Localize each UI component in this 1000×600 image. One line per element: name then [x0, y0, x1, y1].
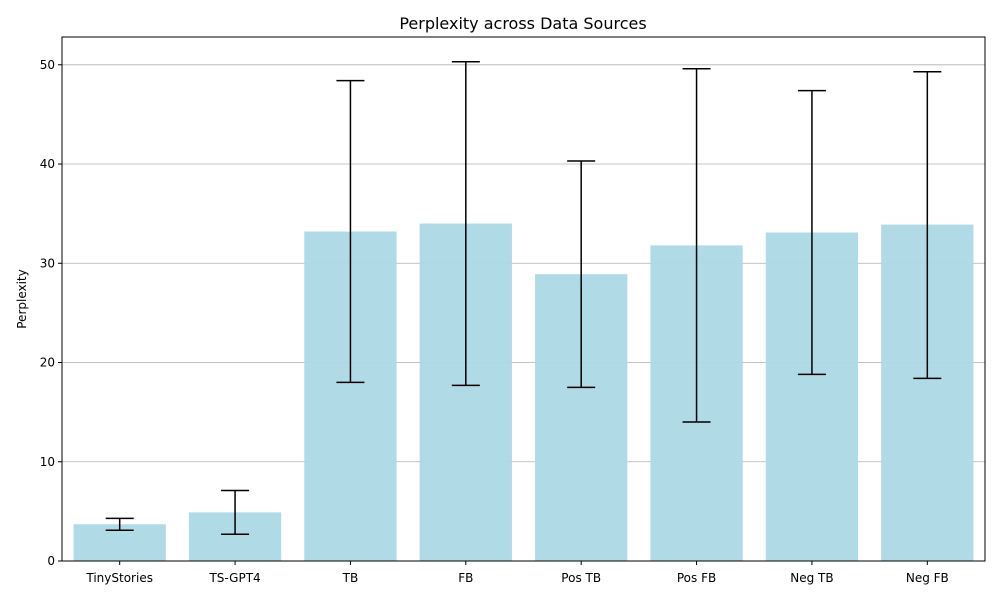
chart-title: Perplexity across Data Sources: [399, 14, 646, 33]
x-tick-label: Pos TB: [561, 571, 601, 585]
x-tick-label: TB: [342, 571, 359, 585]
y-tick-label: 10: [40, 455, 55, 469]
x-tick-label: TinyStories: [85, 571, 153, 585]
y-tick-label: 0: [47, 554, 55, 568]
x-tick-label: Neg FB: [906, 571, 949, 585]
y-axis: 0 10 20 30 40 50: [40, 58, 62, 568]
y-tick-label: 30: [40, 256, 55, 270]
y-axis-title: Perplexity: [15, 269, 29, 329]
y-tick-label: 40: [40, 157, 55, 171]
x-tick-label: Neg TB: [790, 571, 833, 585]
x-tick-label: Pos FB: [677, 571, 716, 585]
y-tick-label: 50: [40, 58, 55, 72]
y-tick-label: 20: [40, 356, 55, 370]
bars: [73, 223, 974, 562]
x-tick-label: TS-GPT4: [208, 571, 260, 585]
x-axis: TinyStories TS-GPT4 TB FB Pos TB Pos FB Neg TB…: [85, 561, 949, 585]
plot-frame: [61, 36, 986, 562]
error-bars: [105, 61, 942, 535]
x-tick-label: FB: [458, 571, 473, 585]
